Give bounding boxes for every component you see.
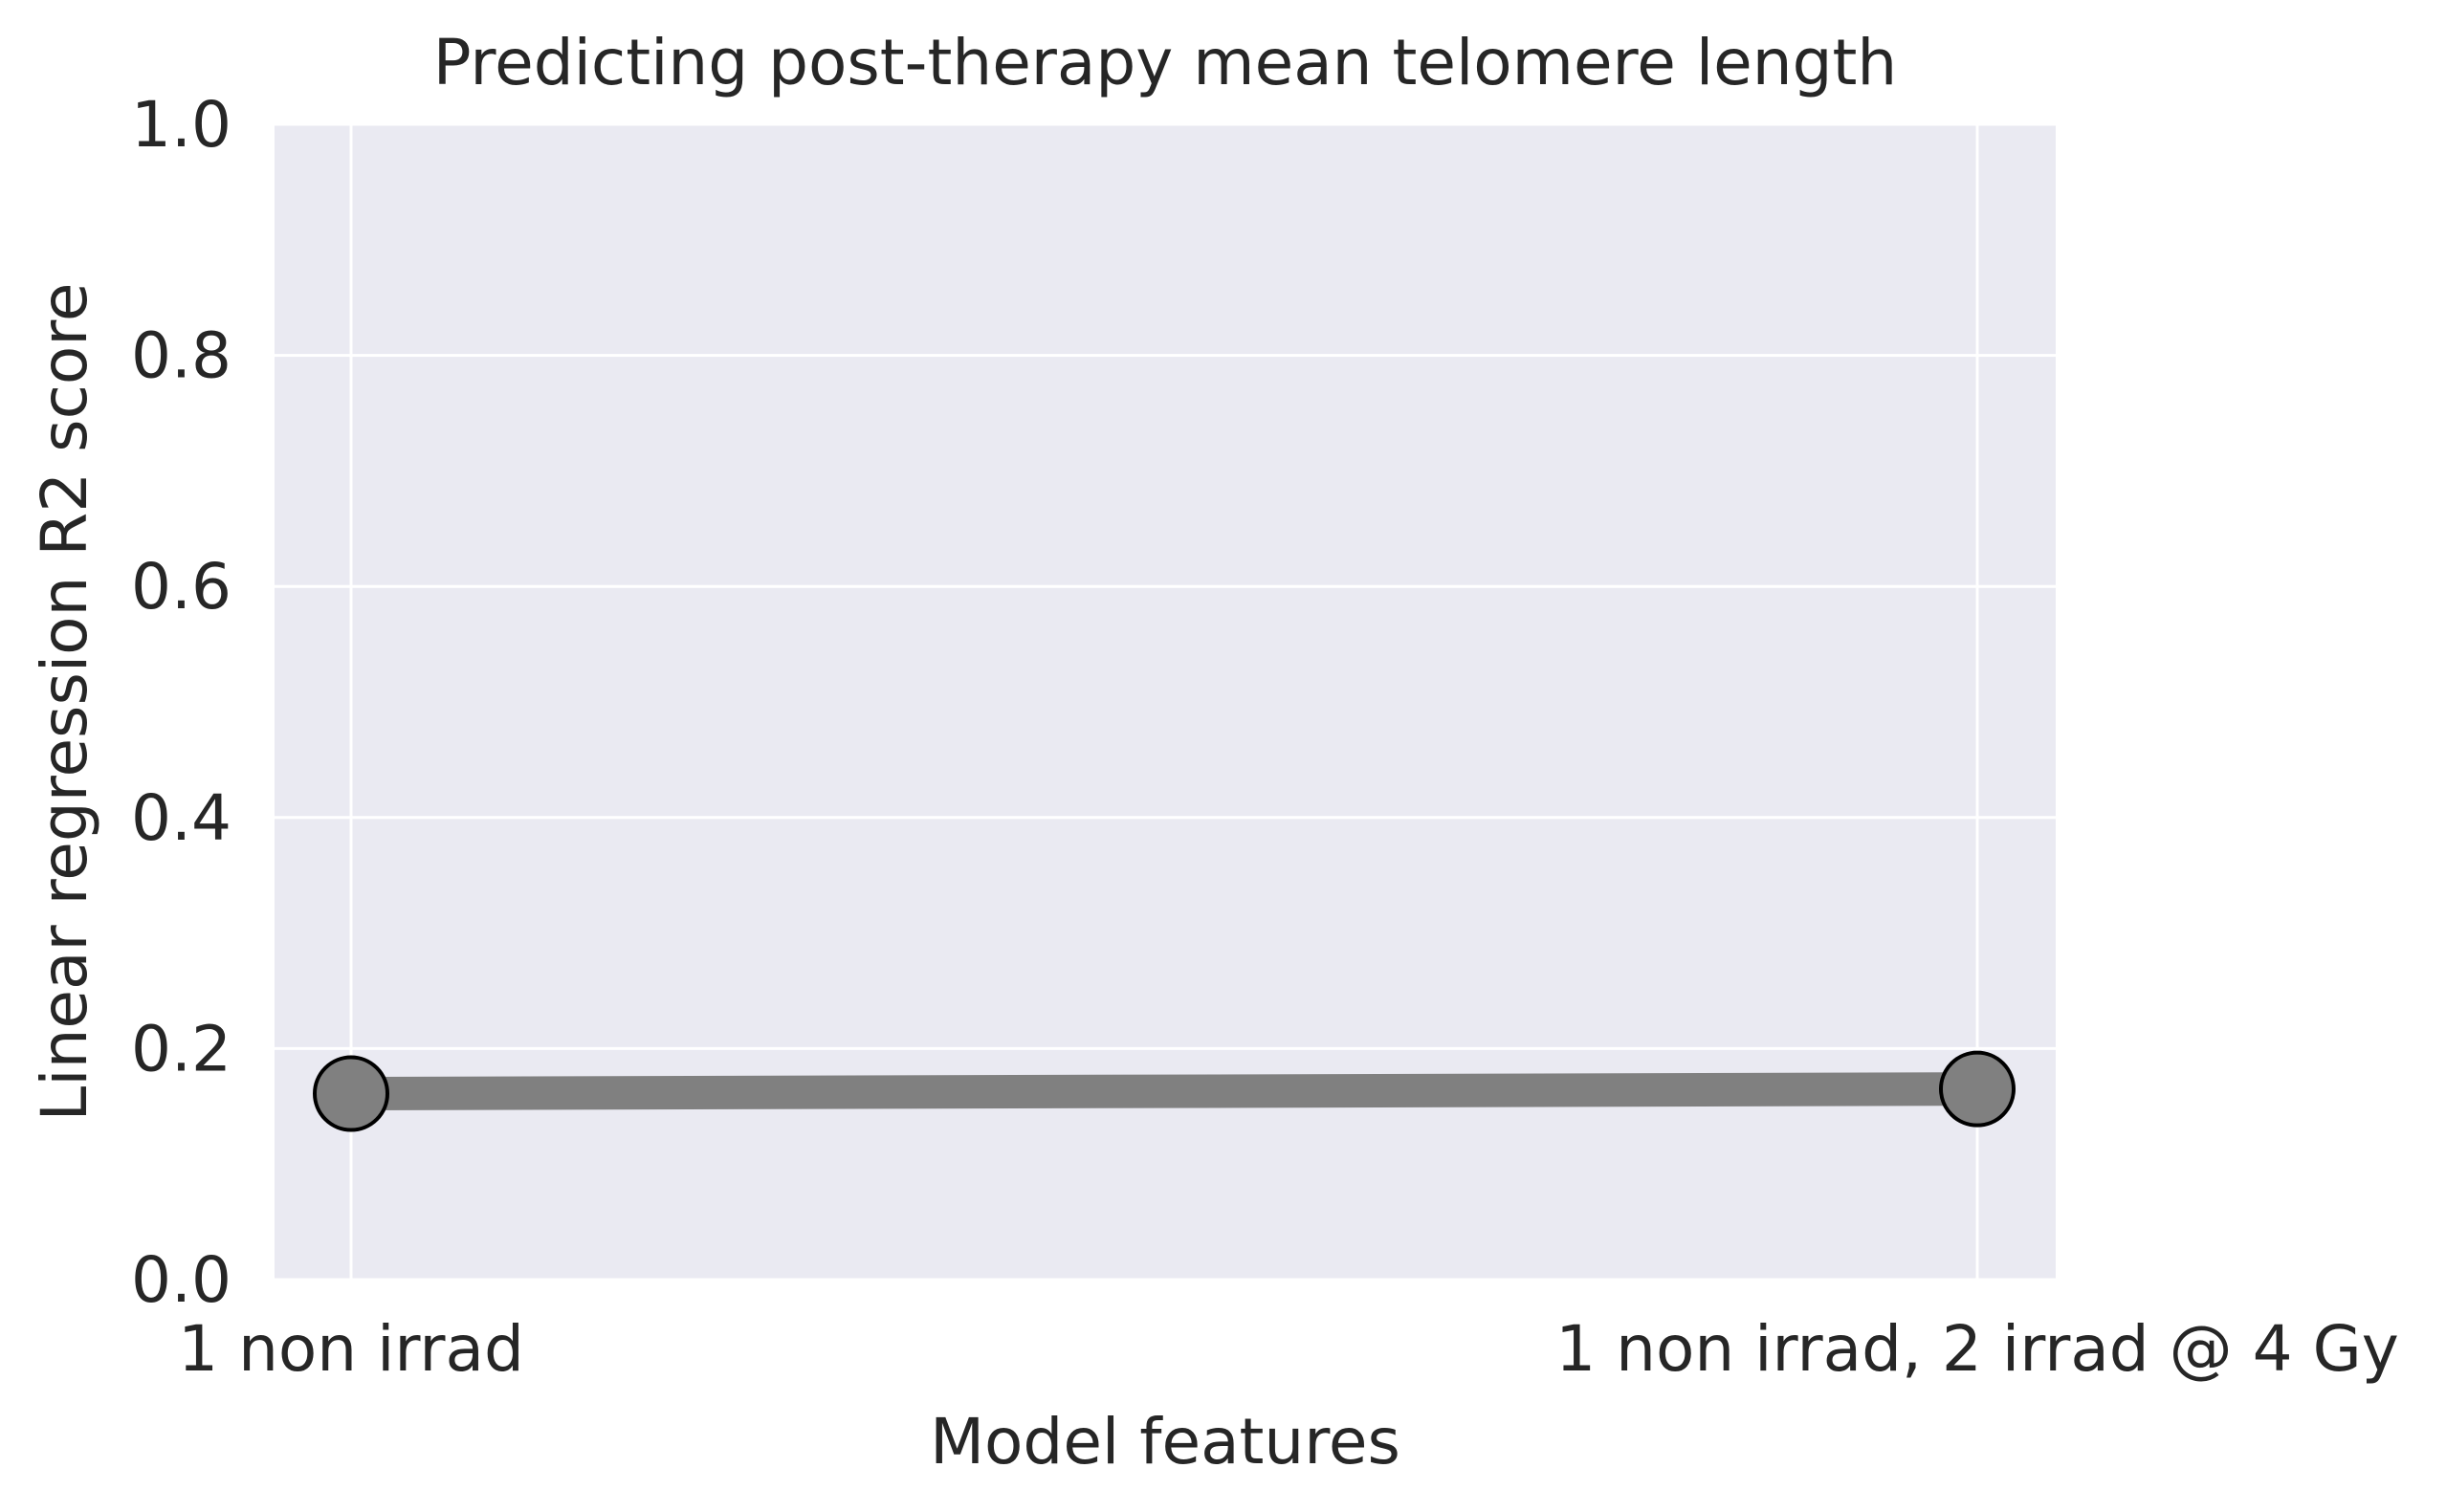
y-tick-label: 0.4	[131, 781, 231, 855]
x-tick-label: 1 non irrad, 2 irrad @ 4 Gy	[1555, 1312, 2399, 1386]
y-tick-label: 1.0	[131, 88, 231, 162]
y-tick-label: 0.2	[131, 1012, 231, 1085]
y-tick-label: 0.8	[131, 319, 231, 393]
x-tick-labels: 1 non irrad 1 non irrad, 2 irrad @ 4 Gy	[178, 1312, 2399, 1386]
y-tick-label: 0.0	[131, 1243, 231, 1317]
series-layer	[313, 1050, 2016, 1132]
x-axis-label: Model features	[930, 1405, 1400, 1479]
x-tick-label: 1 non irrad	[178, 1312, 524, 1386]
y-axis-label: Linear regression R2 score	[28, 282, 101, 1121]
series-line	[350, 1072, 1978, 1111]
data-point	[1939, 1050, 2016, 1128]
y-tick-label: 0.6	[131, 550, 231, 624]
data-point	[313, 1055, 389, 1132]
y-tick-labels: 0.0 0.2 0.4 0.6 0.8 1.0	[131, 88, 231, 1317]
chart-title: Predicting post-therapy mean telomere le…	[433, 26, 1897, 99]
